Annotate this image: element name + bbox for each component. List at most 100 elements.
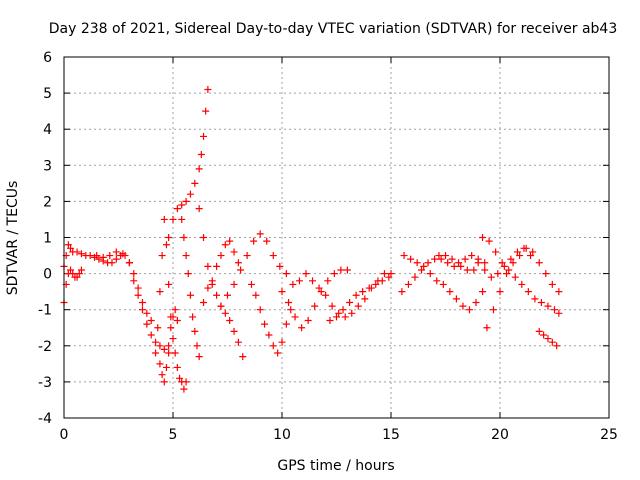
data-point: [165, 349, 173, 357]
data-point: [73, 248, 81, 256]
data-point: [152, 349, 160, 357]
data-point: [324, 277, 332, 285]
data-point: [180, 385, 188, 393]
data-point: [171, 349, 179, 357]
series-track-e: [156, 306, 181, 386]
data-point: [361, 295, 369, 303]
data-point: [407, 255, 415, 263]
data-point: [439, 280, 447, 288]
data-point: [437, 255, 445, 263]
data-point: [67, 266, 75, 274]
data-point: [191, 327, 199, 335]
data-point: [322, 291, 330, 299]
data-point: [180, 234, 188, 241]
data-point: [470, 266, 478, 274]
data-point: [328, 302, 336, 310]
data-point: [387, 270, 395, 278]
data-point: [77, 250, 85, 258]
data-point: [555, 309, 563, 317]
data-point: [204, 262, 212, 270]
data-point: [213, 291, 221, 299]
data-point: [154, 324, 162, 332]
x-tick-label: 5: [169, 427, 178, 443]
data-point: [234, 338, 242, 346]
data-point: [130, 277, 138, 285]
y-tick-label: 4: [43, 122, 52, 138]
series-track-c: [93, 248, 155, 325]
data-point: [359, 288, 367, 296]
data-point: [282, 320, 290, 328]
data-point: [230, 327, 238, 335]
series-track-h: [195, 205, 247, 361]
data-point: [317, 288, 325, 296]
data-point: [217, 252, 225, 260]
data-point: [195, 205, 203, 213]
data-point: [463, 266, 471, 274]
data-point: [524, 288, 532, 296]
data-point: [67, 244, 75, 252]
series-track-f: [165, 85, 212, 241]
data-point: [420, 262, 428, 270]
series-track-l: [278, 266, 351, 332]
data-point: [518, 280, 526, 288]
data-point: [160, 215, 168, 223]
series-track-a: [60, 241, 173, 357]
data-point: [385, 273, 393, 281]
x-tick-label: 15: [382, 427, 400, 443]
data-point: [173, 205, 181, 213]
data-point: [348, 309, 356, 317]
data-point: [165, 280, 173, 288]
data-point: [304, 317, 312, 325]
series-track-r: [479, 234, 563, 317]
data-point: [411, 273, 419, 281]
data-point: [529, 248, 537, 256]
data-point: [143, 320, 151, 328]
data-point: [335, 309, 343, 317]
series-track-m: [289, 270, 395, 321]
series-track-u: [535, 327, 561, 350]
data-point: [330, 270, 338, 278]
series-track-t: [474, 244, 535, 281]
data-point: [112, 255, 120, 263]
data-point: [160, 378, 168, 386]
data-point: [535, 327, 543, 335]
data-point: [378, 277, 386, 285]
data-point: [452, 295, 460, 303]
data-point: [256, 230, 264, 238]
data-point: [204, 284, 212, 292]
data-point: [86, 252, 94, 260]
data-point: [226, 317, 234, 325]
series-track-o: [398, 255, 478, 296]
data-point: [250, 237, 258, 245]
data-point: [548, 338, 556, 346]
data-point: [176, 374, 184, 382]
data-point: [513, 248, 521, 256]
series-track-n: [326, 273, 393, 325]
data-point: [474, 259, 482, 267]
data-point: [167, 324, 175, 332]
data-point: [479, 234, 487, 241]
data-point: [505, 266, 513, 274]
data-point: [509, 259, 517, 267]
data-point: [555, 288, 563, 296]
data-point: [278, 338, 286, 346]
plot-frame: [63, 56, 610, 419]
data-point: [75, 270, 83, 278]
data-point: [461, 255, 469, 263]
data-point: [193, 342, 201, 350]
data-point: [247, 280, 255, 288]
data-point: [189, 313, 197, 321]
data-point: [481, 259, 489, 267]
data-point: [173, 363, 181, 371]
data-point: [291, 313, 299, 321]
data-point: [520, 244, 528, 252]
data-point: [511, 273, 519, 281]
data-point: [426, 270, 434, 278]
y-tick-label: 1: [43, 231, 52, 247]
data-point: [169, 215, 177, 223]
data-point: [352, 291, 360, 299]
series-track-d: [152, 215, 190, 393]
data-point: [302, 270, 310, 278]
y-axis-label: SDTVAR / TECUs: [5, 181, 21, 296]
data-point: [147, 331, 155, 339]
